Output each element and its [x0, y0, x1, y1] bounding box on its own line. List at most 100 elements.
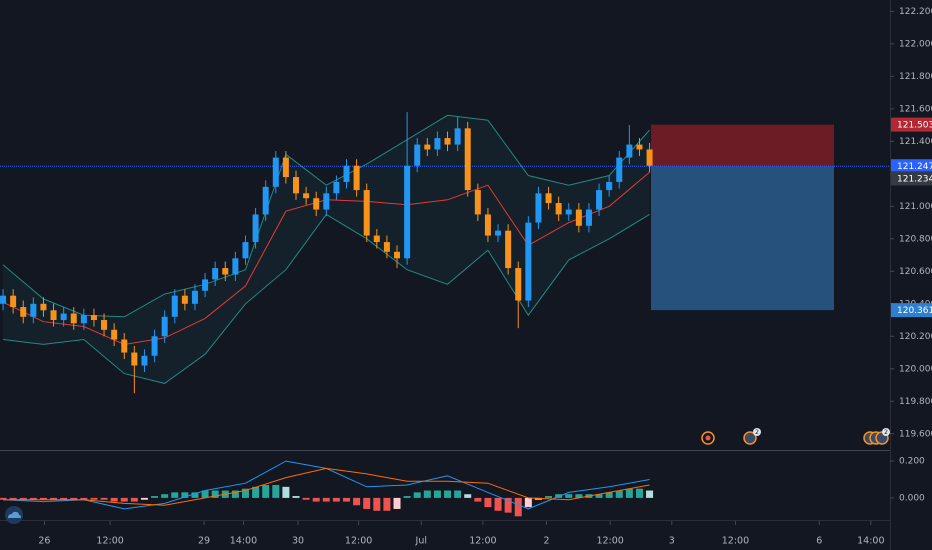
candle-body — [464, 128, 471, 191]
macd-histogram-bar — [504, 497, 512, 513]
price-tag-label: 120.361 — [897, 306, 932, 316]
candle-body — [363, 190, 370, 236]
macd-histogram-bar — [80, 497, 88, 500]
event-dot — [705, 435, 711, 441]
candle-body — [444, 138, 451, 145]
macd-histogram-bar — [565, 494, 573, 498]
macd-histogram-bar — [454, 490, 462, 498]
macd-histogram-bar — [312, 497, 320, 502]
candle-body — [60, 313, 67, 321]
y-tick-label: 0.200 — [899, 457, 925, 467]
macd-histogram-bar — [322, 497, 330, 502]
macd-histogram-bar — [19, 497, 27, 500]
macd-histogram-bar — [363, 497, 371, 509]
macd-histogram-bar — [292, 496, 300, 498]
macd-histogram-bar — [524, 497, 532, 508]
band-upper — [2, 114, 650, 318]
y-tick-label: 0.000 — [899, 493, 925, 503]
logo[interactable] — [5, 506, 23, 524]
x-tick-label: 12:00 — [96, 536, 123, 547]
x-tick-label: 14:00 — [857, 536, 884, 547]
candle-body — [424, 144, 431, 150]
candle-body — [50, 310, 57, 321]
macd-histogram-bar — [151, 496, 159, 498]
candle-body — [30, 303, 37, 317]
candle-body — [343, 165, 350, 182]
macd-histogram-bar — [130, 497, 138, 502]
price-tag — [891, 303, 932, 318]
event-badge — [882, 428, 890, 436]
candle-body — [606, 181, 613, 191]
macd-histogram-bar — [231, 490, 239, 498]
macd-histogram-bar — [332, 497, 340, 502]
y-tick-label: 119.800 — [899, 397, 932, 407]
macd-histogram-bar — [403, 496, 411, 498]
x-tick-label: 12:00 — [345, 536, 372, 547]
candle-body — [495, 230, 502, 236]
macd-histogram-bar — [545, 496, 553, 498]
x-tick-label: 12:00 — [596, 536, 623, 547]
price-tag — [891, 117, 932, 132]
macd-histogram-bar — [120, 497, 128, 502]
candle-body — [151, 336, 158, 356]
y-tick-label: 119.600 — [899, 429, 932, 439]
candle-body — [171, 295, 178, 317]
candle-body — [474, 190, 481, 215]
candle-body — [252, 214, 259, 243]
candle-body — [141, 355, 148, 366]
signal-line — [3, 467, 650, 506]
event-marker[interactable] — [743, 431, 757, 445]
price-tag — [891, 171, 932, 186]
plot-area — [0, 112, 890, 517]
macd-histogram-bar — [171, 492, 179, 498]
macd-histogram-bar — [90, 497, 98, 500]
macd-histogram-bar — [433, 490, 441, 498]
candle-body — [585, 209, 592, 226]
candle-body — [404, 165, 411, 259]
macd-histogram-bar — [484, 497, 492, 508]
event-badge — [753, 428, 761, 436]
y-tick-label: 120.200 — [899, 332, 932, 342]
macd-histogram-bar — [272, 485, 280, 498]
y-tick-label: 121.400 — [899, 137, 932, 147]
price-tag — [891, 159, 932, 174]
macd-histogram-bar — [615, 490, 623, 498]
candle-body — [111, 329, 118, 340]
candle-body — [10, 295, 17, 308]
x-tick-label: 2 — [544, 536, 550, 547]
macd-histogram-bar — [575, 494, 583, 498]
macd-histogram-bar — [0, 497, 7, 500]
x-tick-label: 30 — [292, 536, 304, 547]
candle-body — [232, 258, 239, 275]
candle-body — [454, 128, 461, 145]
x-tick-label: 14:00 — [230, 536, 257, 547]
candle-body — [272, 157, 279, 187]
candle-body — [383, 242, 390, 252]
candle-body — [313, 198, 320, 210]
y-tick-label: 121.000 — [899, 202, 932, 212]
macd-histogram-bar — [252, 486, 260, 498]
candle-body — [373, 235, 380, 243]
candle-body — [242, 242, 249, 259]
y-tick-label: 120.000 — [899, 364, 932, 374]
candle-body — [555, 203, 562, 215]
macd-histogram-bar — [60, 497, 68, 500]
candle-body — [535, 193, 542, 223]
candle-body — [565, 209, 572, 215]
macd-histogram-bar — [191, 492, 199, 498]
macd-histogram-bar — [161, 494, 169, 498]
price-tag-label: 121.234 — [897, 174, 932, 184]
candle-body — [303, 193, 310, 199]
position-loss-zone — [651, 124, 834, 167]
macd-histogram-bar — [39, 497, 47, 500]
macd-histogram-bar — [383, 497, 391, 511]
macd-histogram-bar — [625, 488, 633, 498]
candle-body — [414, 144, 421, 166]
macd-histogram-bar — [302, 497, 310, 500]
candle-body — [0, 295, 7, 304]
macd-histogram-bar — [9, 497, 17, 500]
y-tick-label: 121.600 — [899, 104, 932, 114]
y-tick-label: 122.000 — [899, 39, 932, 49]
